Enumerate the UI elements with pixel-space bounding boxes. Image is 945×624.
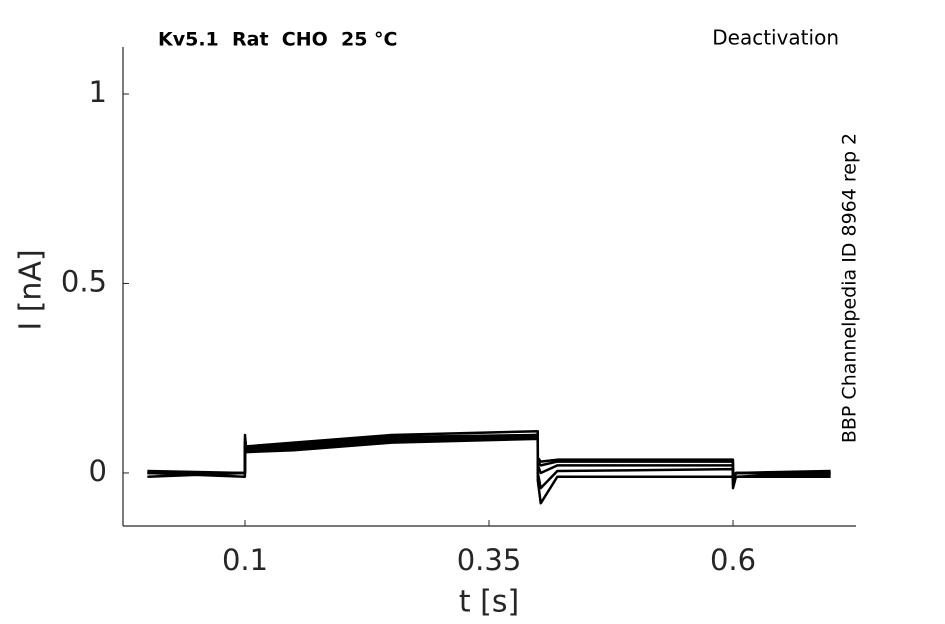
y-tick-label: 0.5 — [61, 264, 107, 298]
x-tick-label: 0.6 — [710, 543, 756, 577]
y-tick-label: 1 — [89, 75, 107, 109]
x-axis-label: t [s] — [459, 585, 519, 620]
x-tick-label: 0.1 — [222, 543, 268, 577]
trace — [147, 433, 831, 482]
chart-title: Kv5.1 Rat CHO 25 °C — [158, 29, 398, 51]
annotation: Deactivation — [712, 26, 839, 50]
y-tick-label: 0 — [89, 454, 107, 488]
x-tick-label: 0.35 — [457, 543, 522, 577]
side-label: BBP Channelpedia ID 8964 rep 2 — [839, 133, 861, 443]
y-axis-label: I [nA] — [14, 249, 49, 330]
